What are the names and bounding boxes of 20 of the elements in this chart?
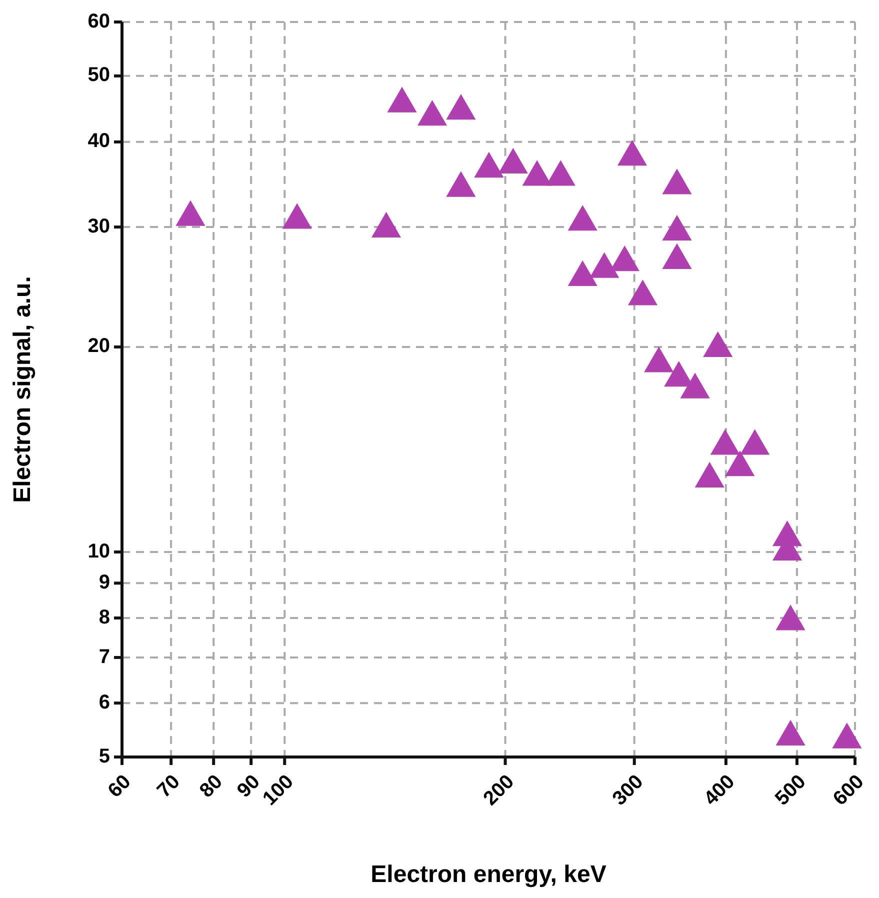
y-tick-label: 9 (98, 571, 110, 594)
x-tick-label: 600 (829, 770, 868, 810)
y-tick-label: 60 (88, 10, 110, 32)
y-tick-label: 7 (98, 646, 110, 668)
x-tick-label: 500 (771, 770, 810, 810)
y-tick-label: 8 (98, 606, 110, 628)
x-axis-title: Electron energy, keV (370, 861, 606, 888)
y-tick-label: 5 (98, 745, 110, 768)
x-tick-label: 80 (196, 770, 227, 802)
y-tick-label: 30 (88, 215, 110, 238)
y-tick-label: 10 (88, 540, 110, 562)
y-axis-title: Electron signal, a.u. (9, 276, 36, 503)
x-tick-label: 200 (479, 770, 519, 810)
y-tick-label: 20 (88, 335, 110, 358)
y-tick-label: 6 (98, 691, 110, 714)
y-tick-label: 40 (88, 130, 110, 152)
x-tick-label: 400 (700, 770, 740, 810)
x-tick-label: 300 (608, 770, 648, 810)
x-tick-label: 70 (153, 770, 184, 802)
y-tick-label: 50 (88, 64, 110, 86)
